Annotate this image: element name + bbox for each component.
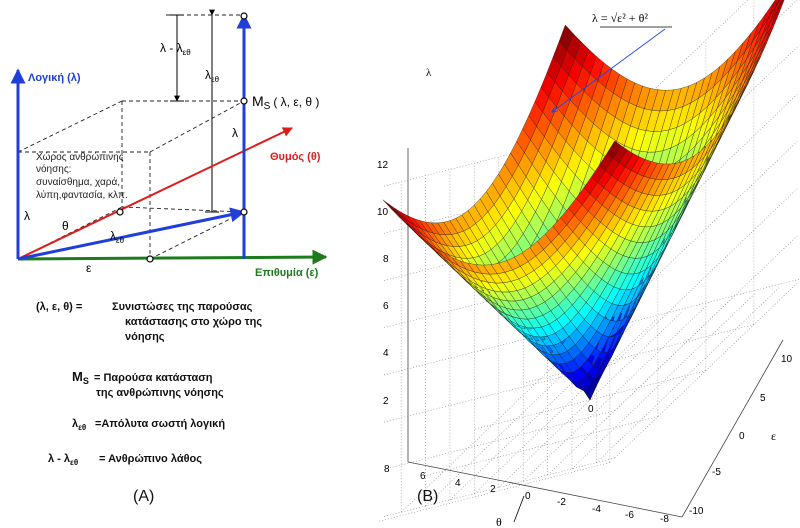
theta-axis-label: θ [496, 515, 502, 528]
svg-text:-10: -10 [689, 506, 704, 517]
surface-patch [382, 199, 397, 214]
lambda-left-label: λ [24, 209, 30, 223]
z-tick: 4 [383, 348, 389, 359]
grid-line [474, 370, 706, 430]
svg-text:-4: -4 [592, 504, 601, 515]
grid-line [570, 278, 800, 338]
svg-text:-6: -6 [625, 510, 634, 521]
grid-line [426, 416, 658, 476]
svg-text:Χώρος ανθρώπινης: Χώρος ανθρώπινης [36, 151, 124, 163]
svg-text:-8: -8 [660, 514, 669, 525]
emotion-axis-arrow [17, 127, 293, 260]
z-tick: 10 [377, 207, 389, 218]
z-axis-ticks: 2 4 6 8 10 12 [377, 160, 389, 407]
svg-text:-2: -2 [557, 497, 566, 508]
caption-a: (A) [133, 488, 154, 505]
theta-label: θ [62, 219, 69, 233]
panel-a-legend: (λ, ε, θ) = Συνιστώσες της παρούσας κατά… [36, 301, 262, 467]
cognition-space-text: Χώρος ανθρώπινης νόησης: συναίσθημα, χαρ… [36, 151, 128, 201]
ms-label: MS( λ, ε, θ ) [252, 93, 319, 112]
svg-text:4: 4 [455, 478, 461, 489]
svg-text:0: 0 [525, 491, 531, 502]
svg-text:2: 2 [490, 484, 496, 495]
svg-text:= Παρούσα κατάσταση: = Παρούσα κατάσταση [94, 372, 213, 384]
svg-text:λύπη,φαντασία, κλπ.: λύπη,φαντασία, κλπ. [36, 189, 128, 201]
eps-axis-ticks: -10 -5 0 5 10 [689, 354, 793, 517]
grid-line [547, 299, 731, 476]
cone-surface [382, 0, 785, 401]
lambda-right-label: λ [232, 126, 238, 140]
lambda-et-vector [17, 207, 246, 261]
dimension-lines [170, 9, 219, 213]
theta-axis-ticks: 8 6 4 2 0 -2 -4 -6 -8 [384, 464, 669, 525]
svg-text:6: 6 [420, 471, 426, 482]
panel-a-diagram: Λογική (λ) Θυμός (θ) Επιθυμία (ε) Χώρος … [10, 9, 328, 505]
grid-line [382, 410, 615, 470]
svg-text:νόησης:: νόησης: [36, 163, 71, 175]
z-tick: 6 [383, 301, 389, 312]
let-vertical-label: λεθ [205, 68, 220, 84]
svg-text:=Απόλυτα σωστή λογική: =Απόλυτα σωστή λογική [95, 418, 225, 430]
emotion-axis-label: Θυμός (θ) [270, 151, 321, 163]
lambda-minus-let-label: λ - λεθ [160, 41, 191, 57]
svg-text:της ανθρώπινης νόησης: της ανθρώπινης νόησης [96, 387, 224, 399]
cognition-box [17, 14, 245, 260]
caption-b: (B) [417, 488, 438, 505]
svg-text:10: 10 [781, 354, 793, 365]
legend-ms-key: MS [72, 369, 89, 386]
z-tick: 8 [383, 254, 389, 265]
svg-text:νόησης: νόησης [125, 331, 165, 343]
svg-text:κατάστασης στο χώρο της: κατάστασης στο χώρο της [125, 316, 262, 328]
grid-line [522, 306, 706, 482]
eps-axis-label: ε [771, 429, 776, 443]
grid-line [378, 462, 610, 522]
theta-axis-pointer [513, 495, 525, 523]
grid-line [382, 457, 615, 518]
grid-line [400, 337, 584, 513]
svg-text:0: 0 [739, 431, 745, 442]
desire-axis-arrow [17, 249, 328, 265]
formula-pointer-arrow [552, 28, 666, 112]
grid-line [571, 293, 755, 470]
svg-text:συναίσθημα, χαρά,: συναίσθημα, χαρά, [36, 176, 120, 188]
svg-text:8: 8 [384, 464, 390, 475]
lambda-axis-label: λ [426, 67, 432, 79]
plot-box-frame [407, 148, 784, 518]
surface-patch [388, 204, 403, 218]
grid-line [614, 188, 798, 364]
origin-tick: 0 [588, 404, 594, 415]
formula-annotation: λ = √ε² + θ² [592, 11, 648, 25]
svg-text:5: 5 [760, 393, 766, 404]
svg-text:Συνιστώσες της παρούσας: Συνιστώσες της παρούσας [112, 301, 253, 313]
z-tick: 12 [377, 160, 389, 171]
let-diagonal-label: λεθ [110, 229, 125, 245]
svg-text:= Ανθρώπινο λάθος: = Ανθρώπινο λάθος [99, 453, 202, 465]
svg-text:-5: -5 [712, 467, 721, 478]
logic-axis-label: Λογική (λ) [28, 72, 81, 84]
desire-axis-label: Επιθυμία (ε) [255, 267, 319, 279]
grid-line [596, 287, 780, 463]
legend-err-key: λ - λεθ [48, 453, 78, 467]
grid-line [474, 318, 658, 494]
panel-b-plot: 2 4 6 8 10 12 0 8 6 4 2 0 -2 -4 -6 -8 -1… [377, 0, 800, 528]
vector-endpoints [116, 12, 248, 263]
epsilon-label: ε [86, 261, 92, 275]
legend-let-key: λεθ [72, 418, 86, 432]
z-tick: 2 [383, 396, 389, 407]
legend-components-key: (λ, ε, θ) = [36, 301, 82, 313]
grid-line [522, 324, 754, 384]
